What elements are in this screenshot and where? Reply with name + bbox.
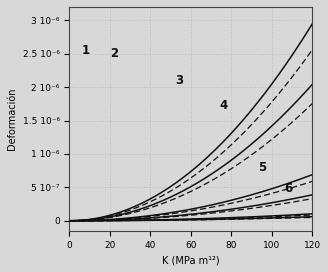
Text: 3: 3 <box>175 74 183 87</box>
Text: 1: 1 <box>81 44 90 57</box>
Y-axis label: Deformación: Deformación <box>7 88 17 150</box>
Text: 5: 5 <box>258 161 266 174</box>
X-axis label: K (MPa m¹²): K (MPa m¹²) <box>162 255 220 265</box>
Text: 4: 4 <box>219 99 227 112</box>
Text: 2: 2 <box>110 47 118 60</box>
Text: 6: 6 <box>284 182 292 195</box>
